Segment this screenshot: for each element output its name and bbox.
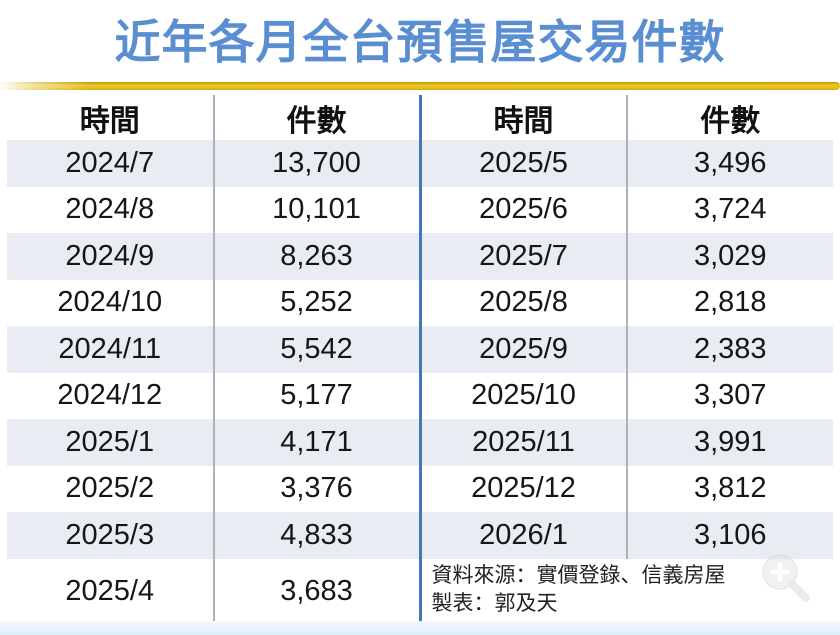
cell-time: 2025/12 [420,465,628,512]
cell-count: 5,542 [213,326,422,373]
cell-time: 2024/9 [7,233,215,280]
cell-count: 4,833 [213,512,422,559]
cell-time: 2025/7 [420,233,628,280]
cell-time: 2024/7 [7,140,215,187]
cell-count: 2,818 [626,279,833,326]
table-row: 2025/2 3,376 2025/12 3,812 [7,465,833,512]
cell-count: 8,263 [213,233,422,280]
cell-time: 2024/10 [7,279,215,326]
source-cell: 資料來源：實價登錄、信義房屋 製表：郭及天 [420,558,833,624]
title-divider-rule [0,82,840,90]
header-time-right: 時間 [420,95,628,140]
cell-count: 5,177 [213,372,422,419]
cell-count: 3,106 [626,512,833,559]
header-count-left: 件數 [213,95,422,140]
cell-time: 2026/1 [420,512,628,559]
credit-text: 製表：郭及天 [431,592,558,615]
cell-time: 2025/10 [420,372,628,419]
cell-count: 3,991 [626,419,833,466]
cell-count: 3,812 [626,465,833,512]
cell-count: 3,307 [626,372,833,419]
table-row: 2025/1 4,171 2025/11 3,991 [7,419,833,466]
table-row: 2024/8 10,101 2025/6 3,724 [7,186,833,233]
transactions-table: 時間 件數 時間 件數 2024/7 13,700 2025/5 3,496 2… [7,95,833,624]
table-header: 時間 件數 時間 件數 [7,95,833,140]
cell-count: 3,724 [626,186,833,233]
table-row-last: 2025/4 3,683 資料來源：實價登錄、信義房屋 製表：郭及天 [7,558,833,624]
cell-count: 3,683 [213,558,422,624]
data-source-text: 資料來源：實價登錄、信義房屋 [431,564,726,587]
cell-count: 5,252 [213,279,422,326]
cell-time: 2025/1 [7,419,215,466]
cell-time: 2025/6 [420,186,628,233]
table-row: 2024/11 5,542 2025/9 2,383 [7,326,833,373]
table-row: 2024/9 8,263 2025/7 3,029 [7,233,833,280]
zoom-in-icon[interactable] [758,550,814,606]
header-count-right: 件數 [626,95,833,140]
header-row: 時間 件數 時間 件數 [7,95,833,140]
cell-count: 4,171 [213,419,422,466]
cell-count: 10,101 [213,186,422,233]
cell-time: 2025/2 [7,465,215,512]
cell-time: 2025/11 [420,419,628,466]
header-time-left: 時間 [7,95,215,140]
cell-count: 13,700 [213,140,422,187]
cell-time: 2024/11 [7,326,215,373]
cell-count: 3,029 [626,233,833,280]
cell-time: 2025/3 [7,512,215,559]
cell-time: 2025/9 [420,326,628,373]
table-row: 2024/7 13,700 2025/5 3,496 [7,140,833,187]
table-row: 2024/12 5,177 2025/10 3,307 [7,372,833,419]
cell-count: 3,496 [626,140,833,187]
cell-count: 3,376 [213,465,422,512]
cell-time: 2025/8 [420,279,628,326]
cell-time: 2024/12 [7,372,215,419]
page-title: 近年各月全台預售屋交易件數 [114,16,726,68]
cell-time: 2025/5 [420,140,628,187]
cell-time: 2025/4 [7,558,215,624]
cell-count: 2,383 [626,326,833,373]
table-row: 2024/10 5,252 2025/8 2,818 [7,279,833,326]
cell-time: 2024/8 [7,186,215,233]
bottom-accent-strip [0,621,840,635]
table-row: 2025/3 4,833 2026/1 3,106 [7,512,833,559]
